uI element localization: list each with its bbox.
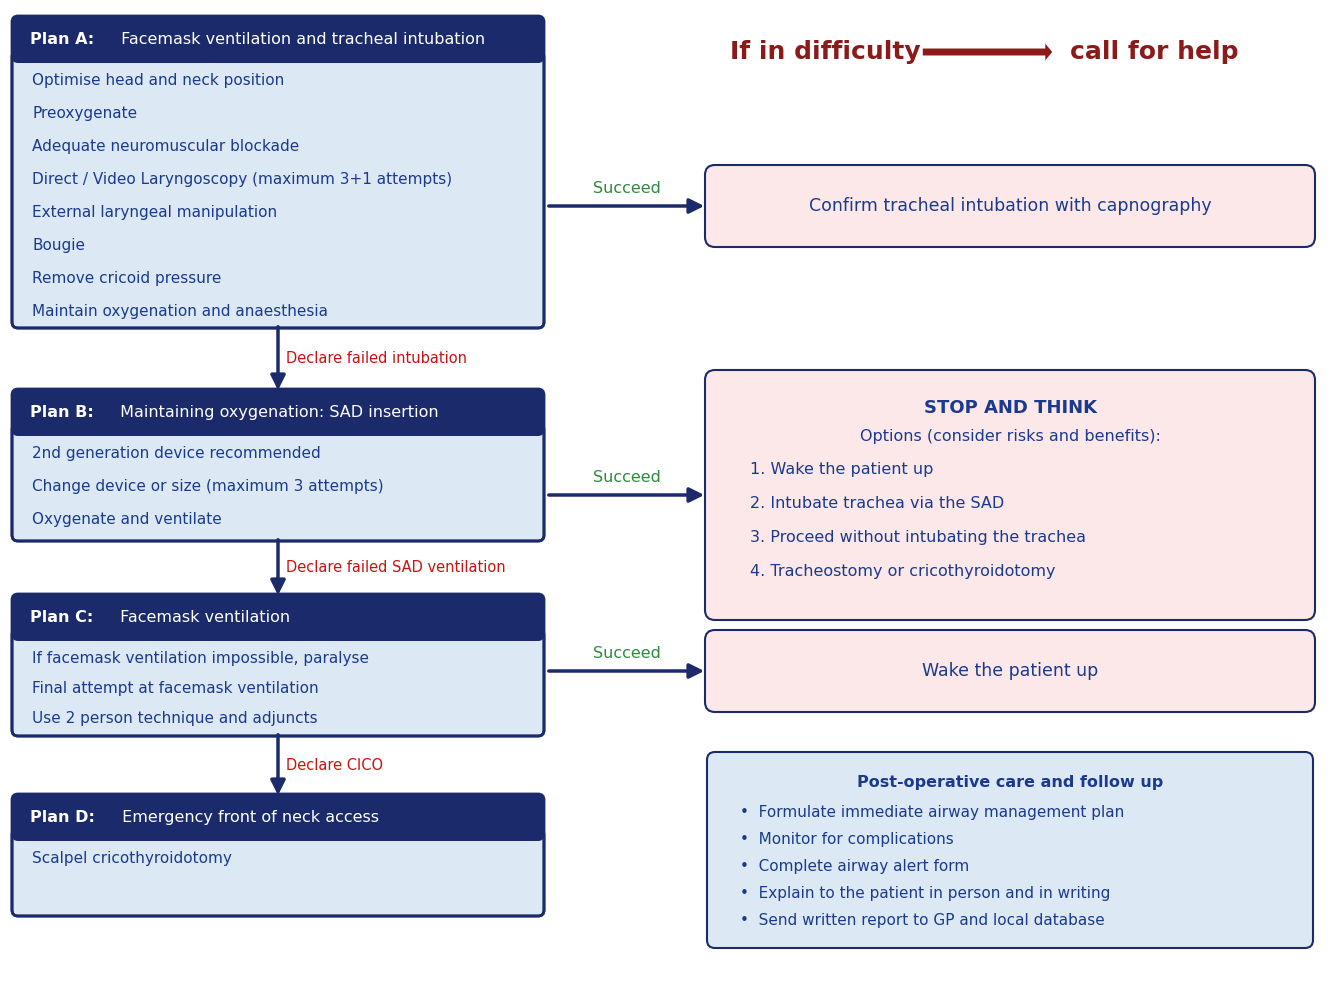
Text: •  Send written report to GP and local database: • Send written report to GP and local da… <box>740 913 1104 928</box>
Text: Optimise head and neck position: Optimise head and neck position <box>32 73 284 88</box>
Text: Change device or size (maximum 3 attempts): Change device or size (maximum 3 attempt… <box>32 479 383 494</box>
Text: Remove cricoid pressure: Remove cricoid pressure <box>32 271 221 286</box>
Text: •  Complete airway alert form: • Complete airway alert form <box>740 859 969 874</box>
FancyBboxPatch shape <box>705 630 1315 712</box>
Text: Declare failed intubation: Declare failed intubation <box>285 351 468 366</box>
Text: •  Explain to the patient in person and in writing: • Explain to the patient in person and i… <box>740 886 1111 901</box>
Text: 2nd generation device recommended: 2nd generation device recommended <box>32 446 320 461</box>
FancyBboxPatch shape <box>12 629 544 736</box>
Text: Scalpel cricothyroidotomy: Scalpel cricothyroidotomy <box>32 851 232 866</box>
Text: External laryngeal manipulation: External laryngeal manipulation <box>32 205 277 220</box>
Text: Plan C:: Plan C: <box>29 610 94 625</box>
Text: •  Formulate immediate airway management plan: • Formulate immediate airway management … <box>740 805 1124 820</box>
Text: Final attempt at facemask ventilation: Final attempt at facemask ventilation <box>32 681 319 696</box>
FancyBboxPatch shape <box>12 829 544 916</box>
Text: Emergency front of neck access: Emergency front of neck access <box>117 810 379 825</box>
Text: Facemask ventilation: Facemask ventilation <box>115 610 289 625</box>
Text: Plan B:: Plan B: <box>29 405 94 420</box>
Text: 2. Intubate trachea via the SAD: 2. Intubate trachea via the SAD <box>750 496 1004 511</box>
Text: If facemask ventilation impossible, paralyse: If facemask ventilation impossible, para… <box>32 651 368 666</box>
Text: Options (consider risks and benefits):: Options (consider risks and benefits): <box>859 430 1160 445</box>
Text: Facemask ventilation and tracheal intubation: Facemask ventilation and tracheal intuba… <box>115 32 485 47</box>
FancyBboxPatch shape <box>705 165 1315 247</box>
FancyBboxPatch shape <box>705 370 1315 620</box>
FancyBboxPatch shape <box>12 389 544 436</box>
Text: Post-operative care and follow up: Post-operative care and follow up <box>856 774 1163 789</box>
Text: Wake the patient up: Wake the patient up <box>922 662 1097 680</box>
FancyBboxPatch shape <box>12 51 544 328</box>
FancyBboxPatch shape <box>12 16 544 63</box>
Text: Plan D:: Plan D: <box>29 810 95 825</box>
Text: 1. Wake the patient up: 1. Wake the patient up <box>750 462 934 477</box>
Text: Succeed: Succeed <box>592 181 661 196</box>
Text: Bougie: Bougie <box>32 238 84 253</box>
Text: Succeed: Succeed <box>592 470 661 485</box>
Text: 4. Tracheostomy or cricothyroidotomy: 4. Tracheostomy or cricothyroidotomy <box>750 564 1056 579</box>
Text: •  Monitor for complications: • Monitor for complications <box>740 832 954 847</box>
Text: Declare CICO: Declare CICO <box>285 757 383 772</box>
Text: Succeed: Succeed <box>592 646 661 661</box>
Text: Plan A:: Plan A: <box>29 32 94 47</box>
FancyBboxPatch shape <box>12 594 544 641</box>
FancyBboxPatch shape <box>708 752 1313 948</box>
Text: Preoxygenate: Preoxygenate <box>32 106 137 121</box>
FancyBboxPatch shape <box>12 424 544 541</box>
Text: Declare failed SAD ventilation: Declare failed SAD ventilation <box>285 560 505 575</box>
Text: STOP AND THINK: STOP AND THINK <box>923 399 1096 417</box>
Text: Use 2 person technique and adjuncts: Use 2 person technique and adjuncts <box>32 711 318 726</box>
Text: If in difficulty: If in difficulty <box>730 40 921 64</box>
Text: Adequate neuromuscular blockade: Adequate neuromuscular blockade <box>32 139 299 154</box>
Text: Oxygenate and ventilate: Oxygenate and ventilate <box>32 512 221 527</box>
Text: Maintaining oxygenation: SAD insertion: Maintaining oxygenation: SAD insertion <box>115 405 440 420</box>
FancyBboxPatch shape <box>12 794 544 841</box>
Text: call for help: call for help <box>1071 40 1238 64</box>
Text: 3. Proceed without intubating the trachea: 3. Proceed without intubating the trache… <box>750 530 1085 545</box>
Text: Confirm tracheal intubation with capnography: Confirm tracheal intubation with capnogr… <box>808 197 1211 215</box>
Text: Maintain oxygenation and anaesthesia: Maintain oxygenation and anaesthesia <box>32 304 328 319</box>
Text: Direct / Video Laryngoscopy (maximum 3+1 attempts): Direct / Video Laryngoscopy (maximum 3+1… <box>32 172 452 187</box>
